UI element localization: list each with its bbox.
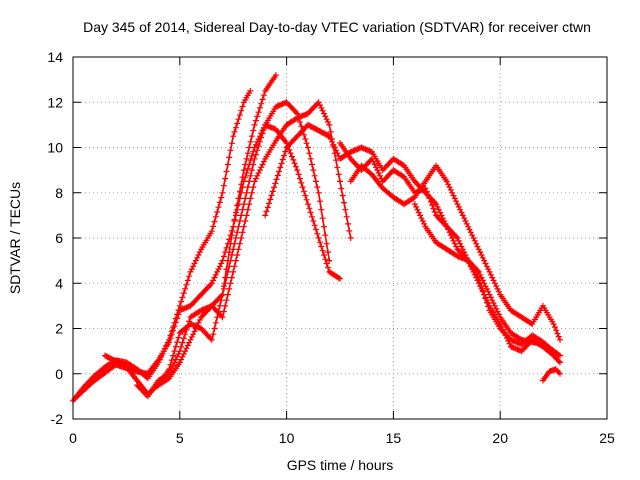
series-layer	[70, 72, 563, 404]
x-tick-label: 5	[176, 430, 184, 446]
y-tick-label: -2	[51, 411, 64, 427]
y-tick-label: 6	[55, 230, 63, 246]
series-plus-markers	[134, 99, 333, 400]
series-track-8	[347, 162, 563, 343]
series-line	[264, 124, 561, 357]
y-tick-label: 14	[47, 49, 63, 65]
series-track-2	[74, 72, 279, 400]
series-plus-markers	[262, 121, 563, 359]
x-tick-label: 15	[386, 430, 402, 446]
tick-layer: 0 5 10 15 20 25 -2 0 2 4 6 8 10 12 14	[47, 49, 615, 446]
series-plus-markers	[74, 72, 279, 400]
series-plus-markers	[539, 366, 563, 384]
x-tick-label: 0	[69, 430, 77, 446]
series-plus-markers	[411, 201, 557, 355]
x-tick-label: 20	[492, 430, 508, 446]
y-tick-label: 10	[47, 140, 63, 156]
y-tick-label: 4	[55, 275, 63, 291]
y-tick-label: 12	[47, 94, 63, 110]
y-tick-label: 0	[55, 366, 63, 382]
y-tick-label: 2	[55, 321, 63, 337]
x-tick-label: 10	[279, 430, 295, 446]
series-line	[76, 74, 277, 397]
y-axis-label: SDTVAR / TECUs	[7, 182, 23, 294]
x-axis-label: GPS time / hours	[287, 457, 394, 473]
series-track-10	[539, 366, 563, 384]
grid-layer	[73, 57, 607, 419]
x-tick-label: 25	[599, 430, 615, 446]
series-plus-markers	[155, 99, 354, 389]
series-track-6	[262, 121, 563, 359]
series-track-5	[155, 99, 354, 389]
series-track-9	[411, 201, 557, 355]
chart-title: Day 345 of 2014, Sidereal Day-to-day VTE…	[83, 19, 591, 35]
series-plus-markers	[347, 162, 563, 343]
y-tick-label: 8	[55, 185, 63, 201]
